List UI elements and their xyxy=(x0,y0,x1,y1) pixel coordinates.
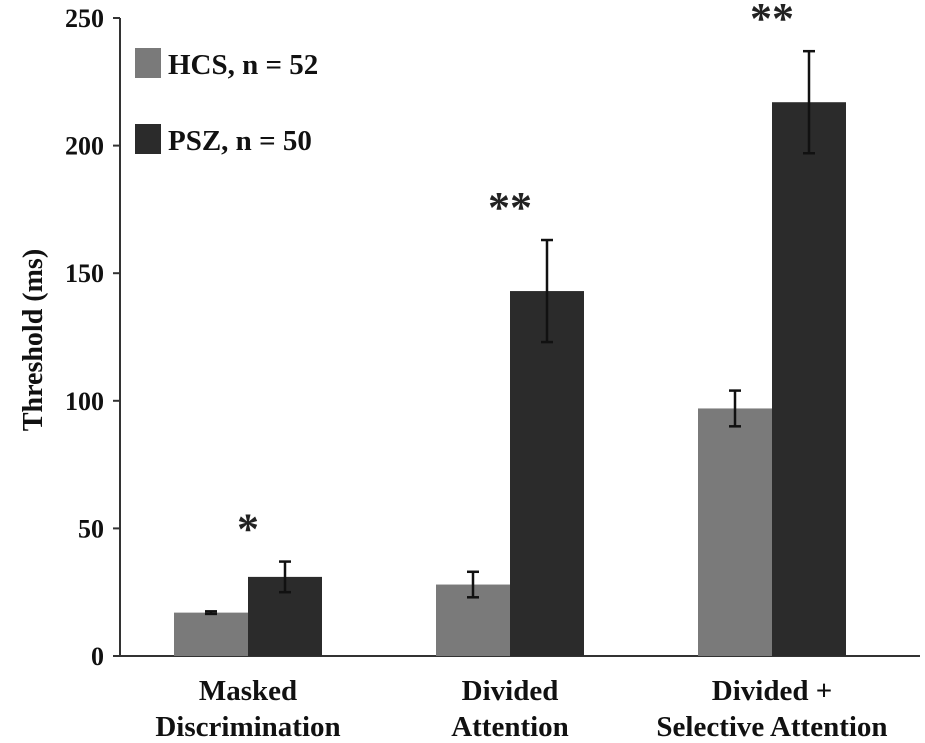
y-tick-label: 250 xyxy=(65,4,104,33)
x-category-label: Selective Attention xyxy=(656,711,887,743)
x-category-label: Divided + xyxy=(712,675,832,707)
y-tick-label: 200 xyxy=(65,132,104,161)
y-tick-label: 100 xyxy=(65,387,104,416)
significance-marker: ** xyxy=(750,0,794,43)
y-tick-label: 150 xyxy=(65,259,104,288)
x-category-label: Masked xyxy=(199,675,297,707)
legend-label: PSZ, n = 50 xyxy=(168,125,312,157)
significance-marker: ** xyxy=(488,183,532,232)
legend-swatch xyxy=(135,124,161,154)
legend-label: HCS, n = 52 xyxy=(168,49,318,81)
x-category-label: Attention xyxy=(451,711,569,743)
error-bars xyxy=(205,49,815,616)
x-category-label: Divided xyxy=(462,675,559,707)
legend-swatch xyxy=(135,48,161,78)
y-tick-label: 50 xyxy=(78,514,104,543)
legend: HCS, n = 52 PSZ, n = 50 xyxy=(135,48,318,157)
bar xyxy=(772,102,846,656)
x-category-label: Discrimination xyxy=(155,711,340,743)
bar xyxy=(174,612,248,656)
bar xyxy=(698,408,772,656)
significance-annotations: ***** xyxy=(237,0,794,554)
x-axis: Masked Discrimination Divided Attention Divi… xyxy=(120,655,920,743)
y-axis-title: Threshold (ms) xyxy=(18,249,49,431)
y-tick-label: 0 xyxy=(91,642,104,671)
bar xyxy=(510,291,584,656)
bars xyxy=(174,102,846,656)
y-axis: 0 50 100 150 200 250 xyxy=(65,4,121,671)
significance-marker: * xyxy=(237,505,259,554)
